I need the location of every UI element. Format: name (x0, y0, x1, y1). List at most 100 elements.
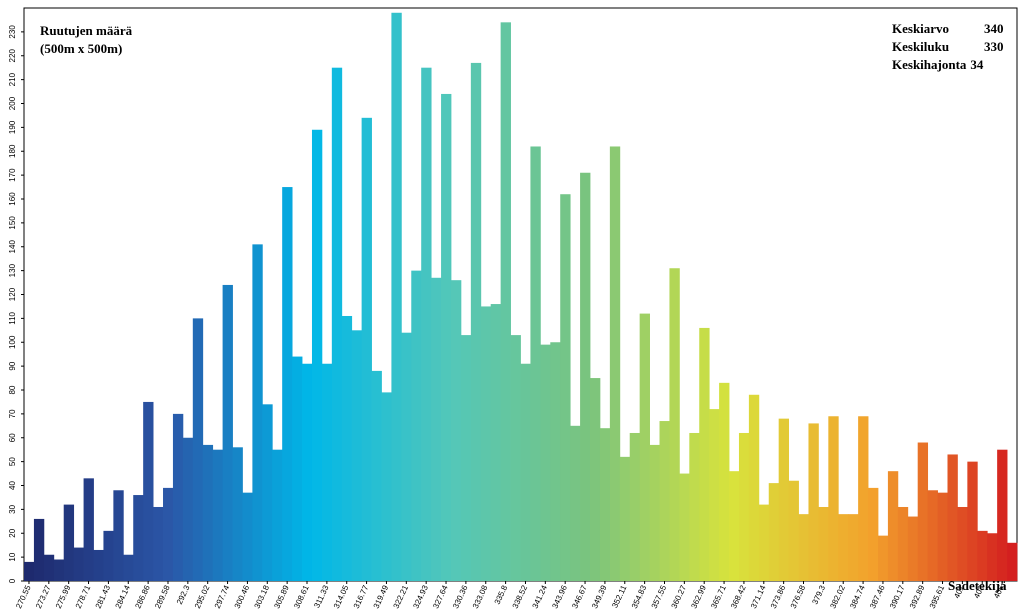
x-axis: 270.55 273.27 275.99 278.71 281.43 284.14 286.… (14, 581, 1006, 610)
x-tick-label: 333.08 (471, 583, 490, 609)
y-tick-label: 0 (8, 578, 17, 583)
bar (73, 547, 84, 581)
bar (24, 561, 35, 581)
x-tick-label: 387.46 (868, 583, 887, 609)
x-axis-title: Sadetekijä (948, 578, 1007, 593)
bar-group (24, 12, 1018, 582)
y-tick-label: 200 (8, 96, 17, 110)
stat-value: 330 (984, 39, 1004, 54)
bar (391, 12, 402, 581)
bar (679, 473, 690, 581)
x-tick-label: 297.74 (213, 583, 232, 609)
y-tick-label: 160 (8, 192, 17, 206)
bar (788, 480, 799, 581)
bar (560, 194, 571, 581)
bar (917, 442, 929, 581)
bar (480, 306, 492, 581)
bar (897, 506, 909, 581)
x-tick-label: 390.17 (888, 583, 907, 609)
bar (748, 394, 760, 581)
bar (649, 444, 660, 581)
y-axis: 0 10 20 30 40 50 60 70 80 90 100 110 120 130 140 150 160… (8, 25, 24, 583)
bar (163, 487, 174, 581)
bar (490, 304, 502, 581)
bar (510, 335, 521, 581)
bar (361, 117, 372, 581)
x-tick-label: 289.58 (153, 583, 172, 609)
bar (172, 413, 184, 582)
x-tick-label: 368.42 (729, 583, 748, 609)
y-tick-label: 210 (8, 72, 17, 86)
bar (182, 437, 194, 581)
x-tick-label: 278.71 (74, 583, 93, 609)
bar (887, 471, 899, 581)
bar (977, 530, 988, 581)
stat-row-stdev: Keskihajonta 34 (892, 56, 1004, 74)
bar (609, 146, 621, 582)
y-tick-label: 150 (8, 216, 17, 230)
x-tick-label: 349.39 (590, 583, 609, 609)
x-tick-label: 346.67 (570, 583, 589, 609)
x-tick-label: 354.83 (630, 583, 649, 609)
y-tick-label: 190 (8, 120, 17, 134)
x-tick-label: 371.14 (749, 583, 768, 609)
bar (421, 67, 432, 581)
bar (441, 93, 452, 581)
x-tick-label: 295.02 (193, 583, 212, 609)
x-tick-label: 379.3 (810, 583, 827, 605)
bar (669, 268, 680, 581)
bar (143, 401, 154, 581)
x-tick-label: 308.61 (292, 583, 311, 609)
chart-subtitle: (500m x 500m) (40, 41, 123, 56)
bar (947, 454, 958, 581)
bar (738, 432, 750, 581)
x-tick-label: 330.36 (451, 583, 470, 609)
bar (113, 490, 124, 581)
x-tick-label: 303.18 (253, 583, 272, 609)
bar (252, 244, 263, 582)
bar (629, 432, 641, 581)
bar (43, 554, 55, 581)
bar (202, 444, 214, 581)
x-tick-label: 316.77 (352, 583, 371, 609)
bar (778, 418, 790, 581)
bar (93, 549, 104, 581)
bar (599, 428, 611, 581)
x-tick-label: 327.64 (431, 583, 450, 609)
stat-value: 340 (984, 21, 1004, 36)
bar (212, 449, 223, 581)
bar (818, 506, 829, 581)
y-tick-label: 110 (8, 311, 17, 324)
bar (639, 313, 650, 581)
x-tick-label: 292.3 (175, 583, 192, 605)
bar (868, 487, 879, 581)
x-tick-label: 376.58 (789, 583, 808, 609)
bar (808, 423, 819, 581)
bar (729, 471, 740, 581)
bar (63, 504, 75, 581)
y-tick-label: 30 (8, 504, 17, 513)
bar (699, 327, 710, 581)
bar (83, 478, 94, 581)
stat-label: Keskihajonta (892, 57, 967, 72)
stat-row-mean: Keskiarvo 340 (892, 20, 1004, 38)
stat-value: 34 (970, 57, 984, 72)
bar (768, 483, 780, 581)
bar (351, 330, 363, 581)
x-tick-label: 338.52 (511, 583, 530, 609)
stat-label: Keskiarvo (892, 21, 950, 36)
bar (1007, 542, 1018, 581)
bar (570, 425, 581, 581)
x-tick-label: 314.05 (332, 583, 351, 609)
bar (192, 318, 204, 582)
x-tick-label: 284.14 (113, 583, 132, 609)
stat-label: Keskiluku (892, 39, 950, 54)
bar (877, 535, 889, 581)
x-tick-label: 395.61 (928, 583, 947, 609)
bar (550, 342, 561, 581)
bar (927, 490, 938, 581)
bar (719, 382, 730, 581)
bar (937, 492, 948, 581)
